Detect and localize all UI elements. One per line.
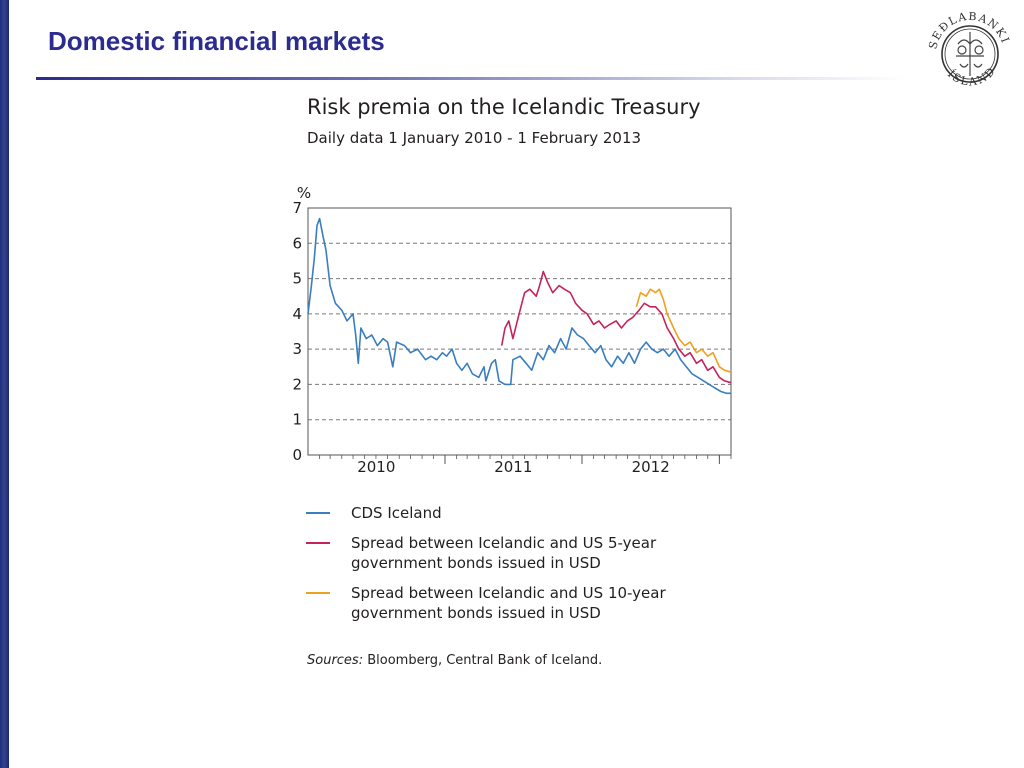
legend-label-spread-5y: Spread between Icelandic and US 5-year g…: [351, 534, 657, 572]
central-bank-seal-icon: SEÐLABANKI ÍSLANDS: [922, 6, 1012, 89]
legend-item-cds: CDS Iceland: [306, 503, 681, 523]
chart-legend: CDS Iceland Spread between Icelandic and…: [306, 503, 681, 633]
y-axis-unit-label: %: [297, 184, 311, 202]
title-underline: [36, 77, 906, 80]
y-tick-label: 5: [292, 270, 302, 288]
sources-note: Sources: Bloomberg, Central Bank of Icel…: [307, 653, 602, 668]
line-chart: 0 1 2 3 4 5 6 7% 2010 2011 2012: [292, 184, 732, 476]
y-tick-label: 1: [292, 411, 302, 429]
x-tick-label: 2010: [357, 458, 395, 476]
legend-label-spread-10y: Spread between Icelandic and US 10-year …: [351, 584, 666, 622]
y-tick-label: 4: [292, 305, 302, 323]
sources-prefix: Sources:: [307, 653, 364, 668]
x-tick-label: 2012: [632, 458, 670, 476]
legend-swatch-spread-10y: [306, 592, 330, 594]
legend-label-cds: CDS Iceland: [351, 504, 442, 522]
x-tick-label: 2011: [494, 458, 532, 476]
chart-subtitle: Daily data 1 January 2010 - 1 February 2…: [307, 129, 642, 147]
plot-frame: [307, 207, 732, 456]
sources-text: Bloomberg, Central Bank of Iceland.: [363, 653, 603, 668]
svg-text:SEÐLABANKI: SEÐLABANKI: [926, 10, 1012, 51]
y-tick-label: 2: [292, 375, 302, 393]
legend-item-spread-5y: Spread between Icelandic and US 5-year g…: [306, 533, 681, 573]
y-tick-label: 7: [292, 199, 302, 217]
legend-swatch-spread-5y: [306, 542, 330, 544]
series-line-spread-5y: [500, 270, 732, 384]
series-line-cds: [307, 217, 731, 395]
series-line-spread-10y: [635, 288, 732, 373]
slide-title: Domestic financial markets: [48, 26, 385, 56]
legend-swatch-cds: [306, 512, 330, 514]
y-tick-label: 6: [292, 234, 302, 252]
y-tick-label: 0: [292, 446, 302, 464]
left-accent-bar: [0, 0, 9, 768]
logo-text-top: SEÐLABANKI: [926, 10, 1010, 51]
chart-title: Risk premia on the Icelandic Treasury: [307, 95, 701, 119]
legend-item-spread-10y: Spread between Icelandic and US 10-year …: [306, 583, 681, 623]
y-tick-label: 3: [292, 340, 302, 358]
